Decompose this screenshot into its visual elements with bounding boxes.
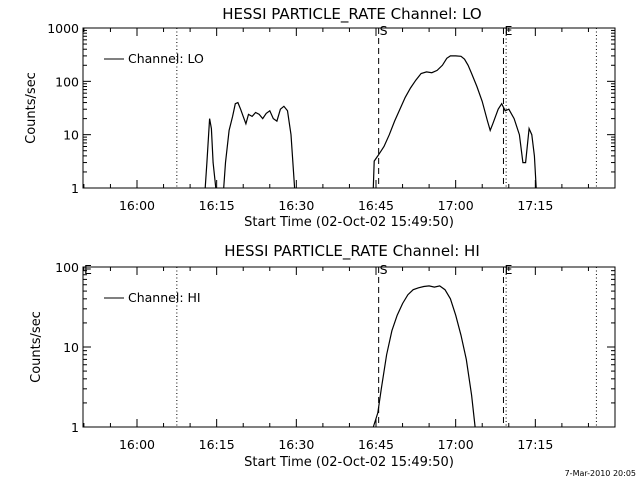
x-tick-label: 17:00 [438, 198, 474, 213]
y-axis-label-lo: Counts/sec [24, 72, 39, 144]
y-tick-label: 10 [63, 340, 79, 355]
series-line-hi [372, 285, 476, 428]
legend-label-hi: Channel: HI [128, 290, 201, 305]
x-tick-label: 16:00 [119, 437, 155, 452]
legend-label-lo: Channel: LO [128, 51, 204, 66]
series-lo [204, 55, 537, 189]
panel-lo: HESSI PARTICLE_RATE Channel: LO Counts/s… [24, 5, 616, 230]
y-tick-label: 10 [63, 128, 79, 143]
x-axis-label-lo: Start Time (02-Oct-02 15:49:50) [244, 215, 454, 230]
x-tick-label: 16:00 [119, 198, 155, 213]
x-axis-label-hi: Start Time (02-Oct-02 15:49:50) [244, 455, 454, 470]
marker-label-s: S [380, 262, 388, 277]
y-tick-label: 1000 [47, 21, 79, 36]
panel-hi: HESSI PARTICLE_RATE Channel: HI Counts/s… [29, 242, 616, 470]
x-tick-label: 16:15 [199, 198, 235, 213]
x-tick-label: 17:00 [438, 437, 474, 452]
generation-timestamp: 7-Mar-2010 20:05 [565, 469, 636, 478]
series-line-lo [223, 101, 296, 189]
marker-label-s: S [380, 23, 388, 38]
marker-label-e: E [504, 23, 512, 38]
x-tick-label: 16:15 [199, 437, 235, 452]
x-tick-label: 16:30 [278, 437, 314, 452]
axis-ticks-hi: 16:00 16:15 16:30 16:45 17:00 17:15 1 10 100 [55, 260, 616, 452]
x-tick-label: 16:30 [278, 198, 314, 213]
x-tick-label: 16:45 [358, 198, 394, 213]
series-hi [372, 285, 476, 428]
chart-title-lo: HESSI PARTICLE_RATE Channel: LO [222, 5, 481, 24]
x-tick-label: 17:15 [517, 198, 553, 213]
y-tick-label: 100 [55, 260, 79, 275]
axis-ticks-lo: 16:00 16:15 16:30 16:45 17:00 17:15 1 10 100 1000 [47, 21, 616, 213]
series-line-lo [372, 55, 537, 189]
x-tick-label: 17:15 [517, 437, 553, 452]
y-tick-label: 1 [71, 420, 79, 435]
series-line-lo [204, 118, 217, 189]
x-tick-label: 16:45 [358, 437, 394, 452]
marker-label-e: E [504, 262, 512, 277]
y-tick-label: 100 [55, 74, 79, 89]
chart-title-hi: HESSI PARTICLE_RATE Channel: HI [224, 242, 480, 261]
y-tick-label: 1 [71, 181, 79, 196]
marker-label-e: E [84, 262, 92, 277]
y-axis-label-hi: Counts/sec [29, 311, 44, 383]
